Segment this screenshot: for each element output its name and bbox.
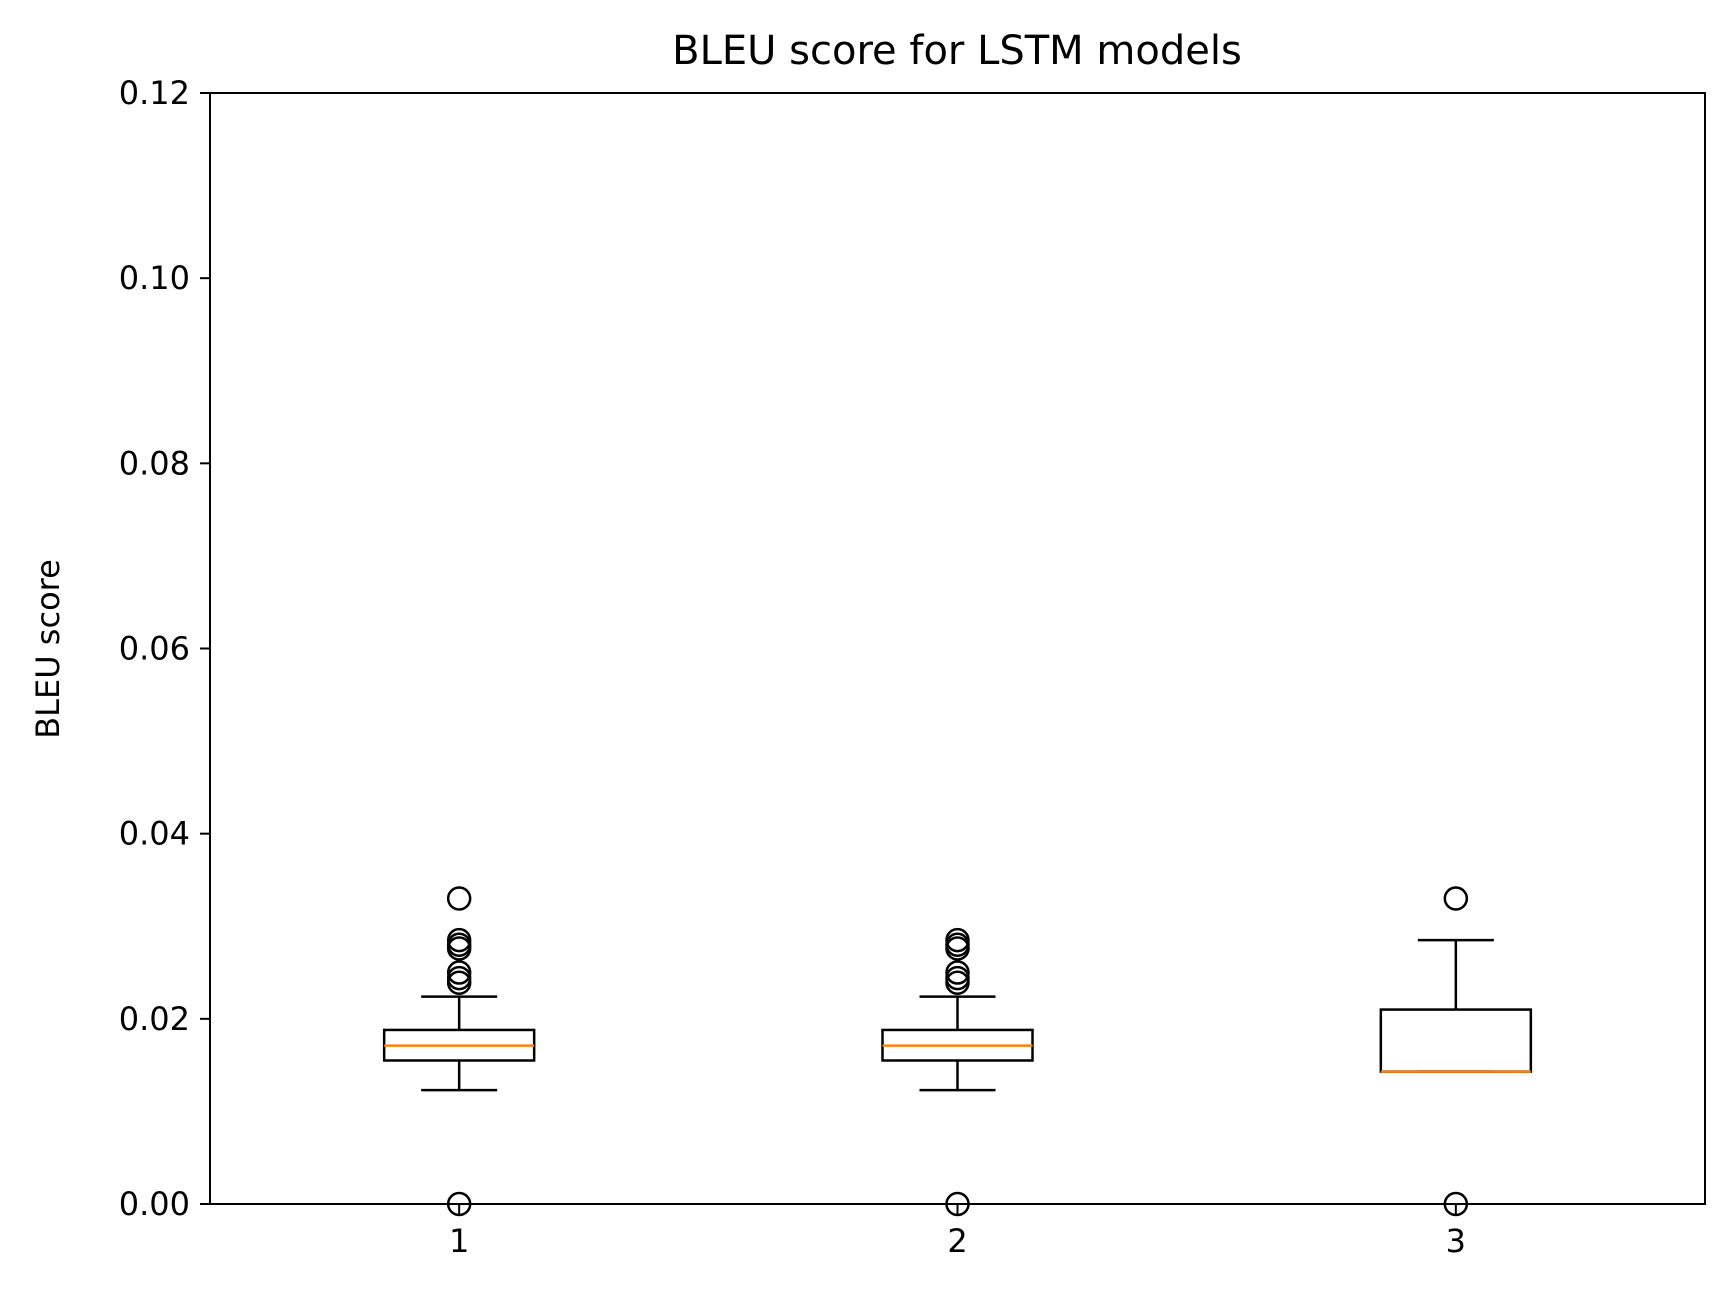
y-tick-label: 0.08 [119, 444, 190, 482]
x-tick-label: 2 [947, 1222, 967, 1260]
outlier-point [446, 960, 472, 985]
outlier-point [446, 927, 472, 953]
y-tick-label: 0.10 [119, 259, 190, 297]
plot-frame [209, 92, 1706, 1205]
y-tick-label: 0.04 [119, 815, 190, 853]
outlier-point [945, 965, 970, 991]
x-tick-label: 3 [1446, 1222, 1466, 1260]
y-tick-label: 0.02 [119, 1000, 190, 1038]
outlier-point [945, 960, 970, 985]
chart-title: BLEU score for LSTM models [672, 28, 1242, 74]
y-tick-label: 0.12 [119, 74, 190, 112]
outlier-point [1443, 886, 1469, 911]
y-tick-label: 0.00 [119, 1185, 190, 1223]
outlier-point [446, 965, 472, 991]
x-tick-label: 1 [449, 1222, 469, 1260]
y-tick-label: 0.06 [119, 630, 190, 668]
outlier-point [945, 927, 970, 953]
outlier-point [446, 886, 472, 911]
y-axis-label: BLEU score [29, 559, 67, 739]
